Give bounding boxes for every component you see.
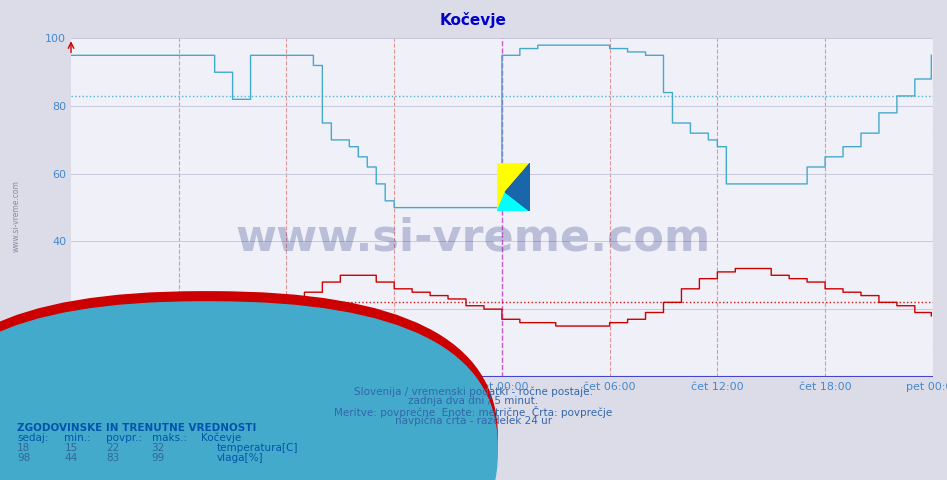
Text: 15: 15 <box>64 443 78 453</box>
Text: 44: 44 <box>64 453 78 463</box>
Text: 18: 18 <box>17 443 30 453</box>
Text: sedaj:: sedaj: <box>17 433 48 443</box>
Text: www.si-vreme.com: www.si-vreme.com <box>236 216 711 259</box>
Text: maks.:: maks.: <box>152 433 187 443</box>
Text: min.:: min.: <box>64 433 91 443</box>
Polygon shape <box>497 163 530 211</box>
Text: Kočevje: Kočevje <box>201 433 241 444</box>
Text: vlaga[%]: vlaga[%] <box>217 453 263 463</box>
Text: zadnja dva dni / 5 minut.: zadnja dva dni / 5 minut. <box>408 396 539 406</box>
Text: povpr.:: povpr.: <box>106 433 142 443</box>
Text: 99: 99 <box>152 453 165 463</box>
Text: ZGODOVINSKE IN TRENUTNE VREDNOSTI: ZGODOVINSKE IN TRENUTNE VREDNOSTI <box>17 423 257 433</box>
Text: 83: 83 <box>106 453 119 463</box>
Text: navpična črta - razdelek 24 ur: navpična črta - razdelek 24 ur <box>395 415 552 426</box>
Text: www.si-vreme.com: www.si-vreme.com <box>11 180 21 252</box>
Text: 32: 32 <box>152 443 165 453</box>
Text: Meritve: povprečne  Enote: metrične  Črta: povprečje: Meritve: povprečne Enote: metrične Črta:… <box>334 406 613 418</box>
Text: 22: 22 <box>106 443 119 453</box>
Polygon shape <box>497 192 530 211</box>
Text: Slovenija / vremenski podatki - ročne postaje.: Slovenija / vremenski podatki - ročne po… <box>354 386 593 397</box>
Polygon shape <box>506 163 530 211</box>
Polygon shape <box>506 163 530 211</box>
Text: Kočevje: Kočevje <box>440 12 507 28</box>
Text: 98: 98 <box>17 453 30 463</box>
Text: temperatura[C]: temperatura[C] <box>217 443 298 453</box>
